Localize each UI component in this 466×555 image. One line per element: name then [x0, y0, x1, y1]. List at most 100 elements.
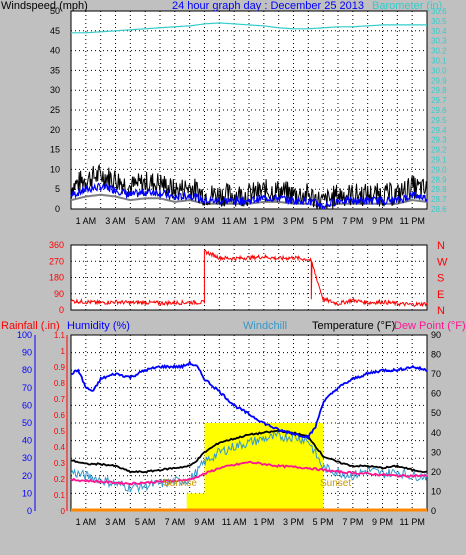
- humidity-tick-label: 60: [22, 400, 32, 410]
- temperature-tick-label: 60: [431, 389, 441, 399]
- direction-compass-label: N: [437, 240, 445, 252]
- windspeed-tick-label: 35: [50, 65, 60, 75]
- barometer-tick-label: 30.2: [431, 47, 447, 56]
- barometer-line: [71, 22, 427, 34]
- time-tick-label: 5 PM: [313, 216, 334, 226]
- direction-compass-label: E: [437, 289, 444, 301]
- barometer-tick-label: 30.3: [431, 37, 447, 46]
- wind-gust-average-line: [70, 193, 428, 209]
- grid-lines: [34, 11, 427, 511]
- humidity-line: [70, 359, 428, 440]
- barometer-tick-label: 29.2: [431, 146, 447, 155]
- direction-degree-label: 270: [49, 256, 64, 266]
- rainfall-tick-label: 0.5: [54, 427, 66, 436]
- humidity-tick-label: 70: [22, 383, 32, 393]
- windspeed-tick-label: 50: [50, 6, 60, 16]
- humidity-tick-label: 30: [22, 453, 32, 463]
- humidity-tick-label: 90: [22, 348, 32, 358]
- time-tick-label: 1 AM: [76, 216, 97, 226]
- time-tick-label: 7 PM: [342, 216, 363, 226]
- windspeed-tick-label: 0: [55, 204, 60, 214]
- temperature-tick-label: 10: [431, 486, 441, 496]
- time-tick-label: 11 PM: [399, 216, 424, 226]
- rainfall-tick-label: 0.2: [54, 475, 66, 484]
- barometer-tick-label: 29.3: [431, 136, 447, 145]
- rainfall-tick-label: 0: [61, 507, 66, 516]
- time-tick-label: 11 AM: [222, 517, 247, 527]
- direction-compass-label: N: [437, 305, 445, 317]
- rainfall-tick-label: 1.1: [54, 331, 66, 340]
- barometer-tick-label: 29.4: [431, 126, 447, 135]
- rainfall-axis-label: Rainfall (.in): [1, 320, 60, 332]
- time-tick-label: 3 PM: [283, 517, 304, 527]
- direction-degree-label: 90: [54, 289, 64, 299]
- dewpoint-axis-label: Dew Point (°F): [394, 320, 466, 332]
- temperature-tick-label: 70: [431, 369, 441, 379]
- windspeed-line: [70, 163, 428, 210]
- temperature-tick-label: 30: [431, 447, 441, 457]
- barometer-tick-label: 29.6: [431, 106, 447, 115]
- windspeed-tick-label: 5: [55, 184, 60, 194]
- time-tick-label: 9 AM: [194, 517, 215, 527]
- rainfall-tick-label: 0.3: [54, 459, 66, 468]
- temperature-tick-label: 40: [431, 428, 441, 438]
- barometer-tick-label: 30.6: [431, 7, 447, 16]
- temperature-tick-label: 50: [431, 408, 441, 418]
- temperature-tick-label: 20: [431, 467, 441, 477]
- rainfall-tick-label: 0.4: [54, 443, 66, 452]
- barometer-tick-label: 30.0: [431, 66, 447, 75]
- barometer-tick-label: 29.5: [431, 116, 447, 125]
- temperature-tick-label: 90: [431, 330, 441, 340]
- time-tick-label: 11 AM: [222, 216, 247, 226]
- rainfall-tick-label: 0.8: [54, 379, 66, 388]
- time-tick-label: 7 PM: [342, 517, 363, 527]
- humidity-tick-label: 20: [22, 471, 32, 481]
- rainfall-tick-label: 1: [61, 347, 66, 356]
- temperature-tick-label: 0: [431, 506, 436, 516]
- humidity-tick-label: 50: [22, 418, 32, 428]
- time-tick-label: 7 AM: [165, 216, 186, 226]
- humidity-axis-label: Humidity (%): [67, 320, 130, 332]
- time-tick-label: 5 PM: [313, 517, 334, 527]
- direction-compass-label: W: [437, 256, 448, 268]
- time-tick-label: 3 PM: [283, 216, 304, 226]
- windchill-legend: Windchill: [243, 320, 287, 332]
- windspeed-axis-label: Windspeed (mph): [1, 0, 88, 12]
- barometer-tick-label: 30.5: [431, 17, 447, 26]
- dew-point-line: [70, 460, 428, 486]
- sunset-label: Sunset: [320, 478, 351, 489]
- barometer-tick-label: 28.8: [431, 185, 447, 194]
- time-tick-label: 1 PM: [253, 517, 274, 527]
- windspeed-tick-label: 20: [50, 125, 60, 135]
- barometer-tick-label: 29.9: [431, 76, 447, 85]
- barometer-tick-label: 30.4: [431, 27, 447, 36]
- time-tick-label: 5 AM: [135, 216, 156, 226]
- rainfall-tick-label: 0.1: [54, 491, 66, 500]
- barometer-tick-label: 29.7: [431, 96, 447, 105]
- time-tick-label: 3 AM: [105, 517, 126, 527]
- rainfall-tick-label: 0.6: [54, 411, 66, 420]
- barometer-tick-label: 28.7: [431, 195, 447, 204]
- windspeed-tick-label: 25: [50, 105, 60, 115]
- time-tick-label: 9 PM: [372, 517, 393, 527]
- direction-degree-label: 360: [49, 240, 64, 250]
- humidity-tick-label: 0: [27, 506, 32, 516]
- sunrise-label: Sunrise: [163, 478, 197, 489]
- windspeed-tick-label: 30: [50, 85, 60, 95]
- time-tick-label: 3 AM: [105, 216, 126, 226]
- windspeed-tick-label: 10: [50, 164, 60, 174]
- solar-area: [186, 423, 324, 511]
- time-tick-label: 11 PM: [399, 517, 424, 527]
- rainfall-tick-label: 0.7: [54, 395, 66, 404]
- windspeed-tick-label: 40: [50, 46, 60, 56]
- direction-degree-label: 180: [49, 273, 64, 283]
- wind-direction-line: [70, 249, 428, 308]
- temperature-axis-label: Temperature (°F): [312, 320, 395, 332]
- time-tick-label: 5 AM: [135, 517, 156, 527]
- time-tick-label: 1 AM: [76, 517, 97, 527]
- direction-degree-label: 0: [59, 305, 64, 315]
- direction-compass-label: S: [437, 273, 444, 285]
- time-tick-label: 9 PM: [372, 216, 393, 226]
- humidity-tick-label: 100: [17, 330, 32, 340]
- barometer-tick-label: 29.8: [431, 86, 447, 95]
